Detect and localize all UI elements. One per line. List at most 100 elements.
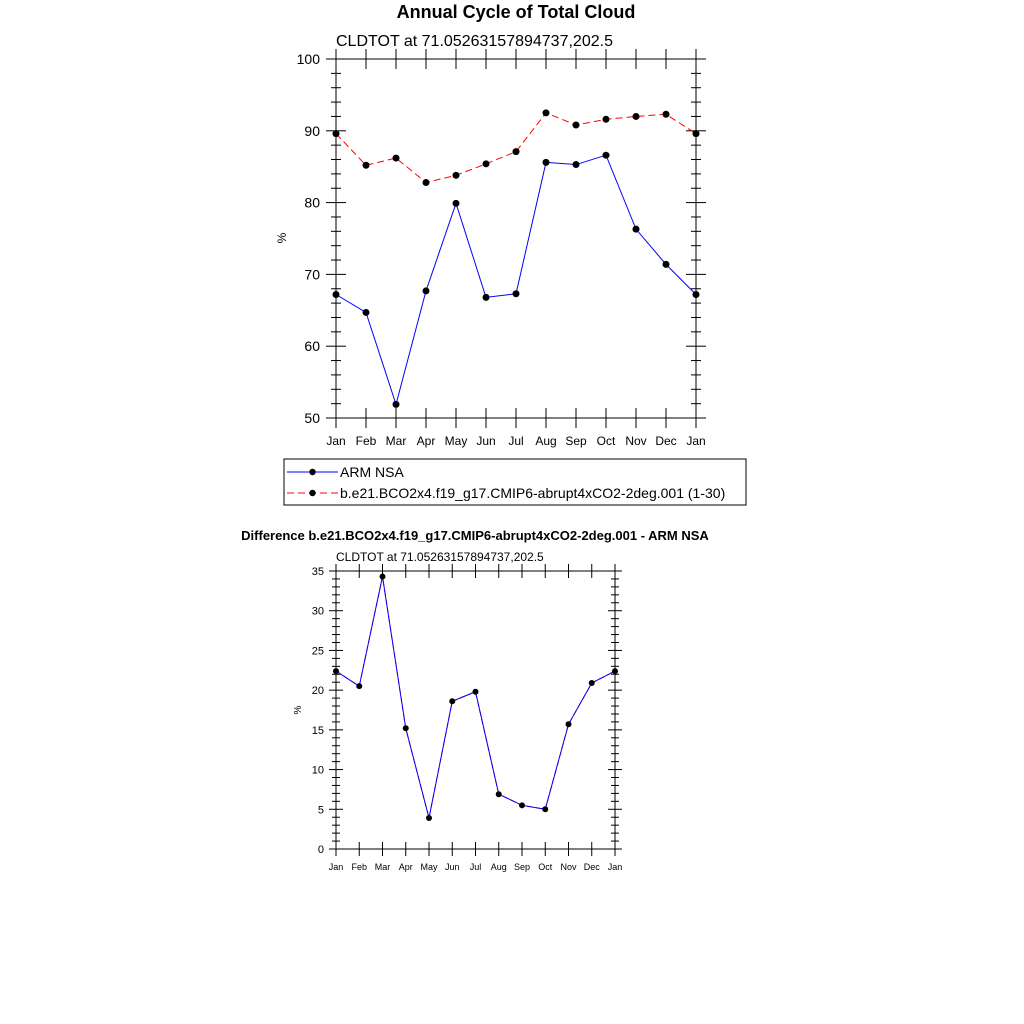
chart1-y-tick-label: 70 [304,266,320,282]
chart1-series-1-point [392,154,400,162]
chart1-series-1-point [362,161,370,169]
chart2-series-0-point [402,725,409,732]
chart1-series-0-point [422,287,430,295]
chart2-y-tick-label: 25 [312,645,324,657]
chart1-series-1-point [482,160,490,168]
chart1-plot-frame [335,58,697,419]
chart2-series-0-point [426,815,432,822]
chart1-y-tick-label: 80 [304,195,320,211]
chart2-x-tick-label: Feb [351,862,367,872]
chart1-series-0-point [662,260,670,268]
chart1-series-0-line [335,154,697,407]
chart1-y-tick-label: 90 [304,123,320,139]
chart1-x-tick-label: Feb [356,434,377,448]
chart1-series-0-point [572,161,580,169]
legend-marker-model [309,489,316,497]
chart1-x-tick-label: Sep [565,434,587,448]
chart2-y-tick-label: 30 [312,606,324,618]
chart2-y-tick-label: 15 [312,725,324,737]
chart1-subtitle: CLDTOT at 71.05263157894737,202.5 [336,33,613,50]
chart1-series-0-point [632,225,640,233]
chart2-series-0-point [565,721,572,728]
chart1-axes: 50 60 70 80 90 100 Jan Feb Mar Apr May Jun Jul Aug Sep… [297,49,706,448]
chart2-x-tick-label: Dec [584,862,601,872]
chart1-series-0-point [542,158,550,166]
chart2-x-tick-label: Sep [514,862,530,872]
legend-label-model: b.e21.BCO2x4.f19_g17.CMIP6-abrupt4xCO2-2… [340,485,725,501]
chart1-x-tick-label: Jan [326,434,345,448]
chart1-x-tick-label: Nov [625,434,646,448]
chart2-series-0-point [333,668,339,675]
legend-label-arm-nsa: ARM NSA [340,464,404,480]
chart1-series-0-point [512,290,520,298]
chart1-series-1-line [335,112,697,184]
chart1-x-tick-label: Aug [535,434,556,448]
chart1-series-0-point [332,291,340,299]
chart1-title: Annual Cycle of Total Cloud [397,2,636,22]
chart2-series-0-point [356,683,363,690]
chart1-series-0-point [392,400,400,408]
chart1-x-tick-label: Dec [655,434,676,448]
chart1-series-0-point [452,199,460,207]
chart2-x-tick-label: Nov [560,862,577,872]
chart2-y-tick-label: 5 [318,804,324,816]
chart2-x-tick-label: Jun [445,862,460,872]
chart1-x-tick-label: Oct [597,434,616,448]
chart1-x-tick-label: Jan [686,434,705,448]
chart1-series-0-point [692,291,700,299]
chart2-axes: 0 5 10 15 20 25 30 35 Jan Feb Mar Apr May Jun Jul Aug Se… [312,564,623,872]
chart1-series-1-point [542,109,550,117]
chart2-series-0-point [612,668,618,675]
chart2-x-tick-label: Mar [375,862,391,872]
chart2-y-tick-label: 10 [312,765,324,777]
chart2-series-0-point [542,806,549,813]
chart1-x-tick-label: Jul [508,434,523,448]
chart1-series-1-point [422,178,430,186]
chart1-series-1-point [332,130,340,138]
chart1-y-axis-label: % [275,232,289,243]
chart2-x-tick-label: May [420,862,438,872]
chart2-series-0-point [449,698,456,705]
chart1-series-1-point [692,130,700,138]
chart2-series-0-point [588,679,595,686]
annual-cycle-chart: Annual Cycle of Total Cloud CLDTOT at 71… [275,2,706,448]
chart2-x-tick-label: Oct [538,862,553,872]
chart2-marks [333,573,618,822]
chart2-subtitle: CLDTOT at 71.05263157894737,202.5 [336,550,544,564]
chart2-y-tick-label: 35 [312,566,324,578]
chart1-y-tick-label: 100 [297,51,321,67]
chart1-series-1-point [602,115,610,123]
chart1-x-tick-label: Mar [386,434,407,448]
chart2-series-0-line [335,576,616,819]
chart1-series-1-point [662,110,670,118]
chart1-series-1-point [632,112,640,120]
legend-marker-arm-nsa [309,468,316,476]
chart2-x-tick-label: Apr [399,862,413,872]
chart1-legend: ARM NSA b.e21.BCO2x4.f19_g17.CMIP6-abrup… [283,458,747,506]
chart1-series-1-point [512,148,520,156]
chart2-y-tick-label: 0 [318,844,324,856]
chart2-x-tick-label: Jan [608,862,623,872]
chart1-series-1-point [452,171,460,179]
difference-chart: Difference b.e21.BCO2x4.f19_g17.CMIP6-ab… [241,528,709,872]
chart2-series-0-point [519,802,525,809]
chart1-y-tick-label: 50 [304,410,320,426]
chart1-series-1-point [572,121,580,129]
chart1-series-0-point [362,308,370,316]
chart1-series-0-point [482,293,490,301]
legend-box [283,458,747,506]
chart2-series-0-point [379,573,386,580]
chart1-series-0-point [602,151,610,159]
chart2-x-tick-label: Jan [329,862,344,872]
chart2-series-0-point [472,688,479,695]
chart2-y-axis-label: % [293,705,304,714]
chart1-x-tick-label: Jun [476,434,495,448]
chart1-x-tick-label: Apr [417,434,436,448]
chart2-plot-frame [335,570,616,850]
chart2-title: Difference b.e21.BCO2x4.f19_g17.CMIP6-ab… [241,528,709,543]
chart2-series-0-point [495,791,502,798]
chart2-y-tick-label: 20 [312,685,324,697]
chart2-series-0-line-underlay [335,576,616,819]
chart1-marks [332,109,700,408]
